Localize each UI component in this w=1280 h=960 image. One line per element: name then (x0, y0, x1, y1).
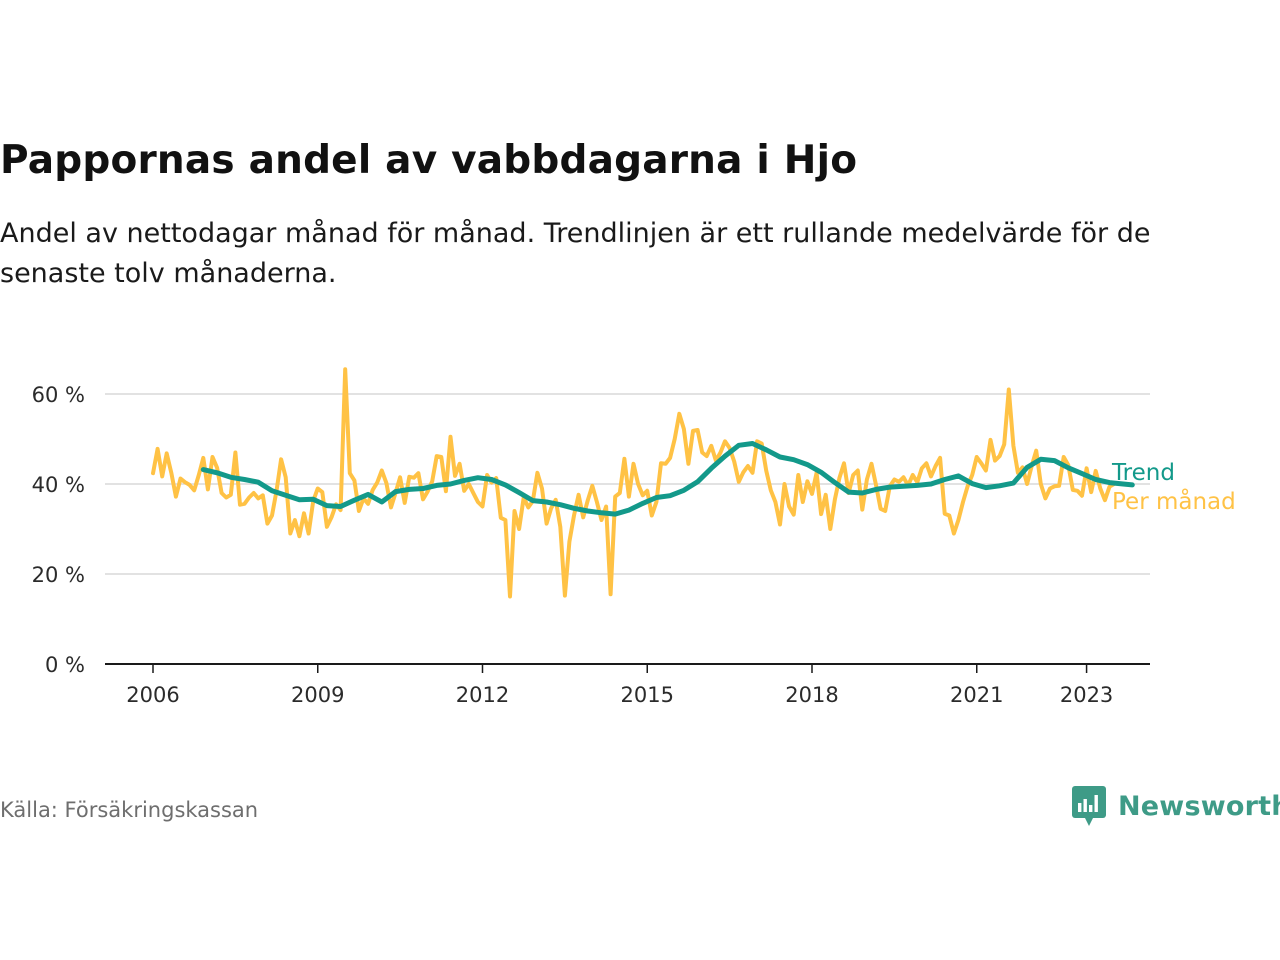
chart-subtitle: Andel av nettodagar månad för månad. Tre… (0, 218, 1151, 289)
x-tick-label: 2021 (950, 683, 1003, 707)
trend-line (200, 441, 1135, 517)
trend-label: Trend (1111, 460, 1175, 486)
y-tick-label: 20 % (32, 563, 85, 587)
x-tick-label: 2009 (291, 683, 344, 707)
y-tick-label: 60 % (32, 383, 85, 407)
x-tick-label: 2006 (126, 683, 179, 707)
y-tick-label: 40 % (32, 473, 85, 497)
source-note: Källa: Försäkringskassan (0, 798, 259, 822)
chart-title: Pappornas andel av vabbdagarna i Hjo (0, 138, 858, 183)
x-axis: 2006 2009 2012 2015 2018 2021 2023 (105, 663, 1150, 707)
y-tick-label: 0 % (45, 653, 85, 677)
x-tick-label: 2015 (621, 683, 674, 707)
newsworthy-chart-icon (1072, 786, 1106, 826)
series-lines (151, 367, 1135, 599)
x-tick-label: 2023 (1060, 683, 1113, 707)
y-axis-labels: 0 % 20 % 40 % 60 % (32, 383, 85, 677)
monthly-label: Per månad (1112, 487, 1236, 515)
newsworthy-logo[interactable]: Newsworthy (1072, 786, 1280, 826)
x-tick-label: 2018 (785, 683, 838, 707)
logo-wordmark: Newsworthy (1118, 790, 1280, 822)
x-tick-label: 2012 (456, 683, 509, 707)
